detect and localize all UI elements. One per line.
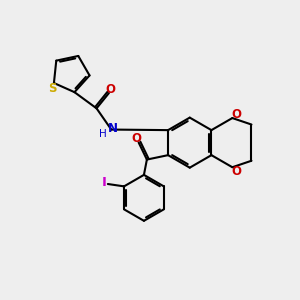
- Text: N: N: [108, 122, 118, 136]
- Text: O: O: [131, 132, 141, 145]
- Text: O: O: [105, 83, 116, 96]
- Text: O: O: [232, 165, 242, 178]
- Text: H: H: [99, 129, 107, 139]
- Text: I: I: [102, 176, 107, 189]
- Text: S: S: [48, 82, 57, 94]
- Text: O: O: [232, 108, 242, 121]
